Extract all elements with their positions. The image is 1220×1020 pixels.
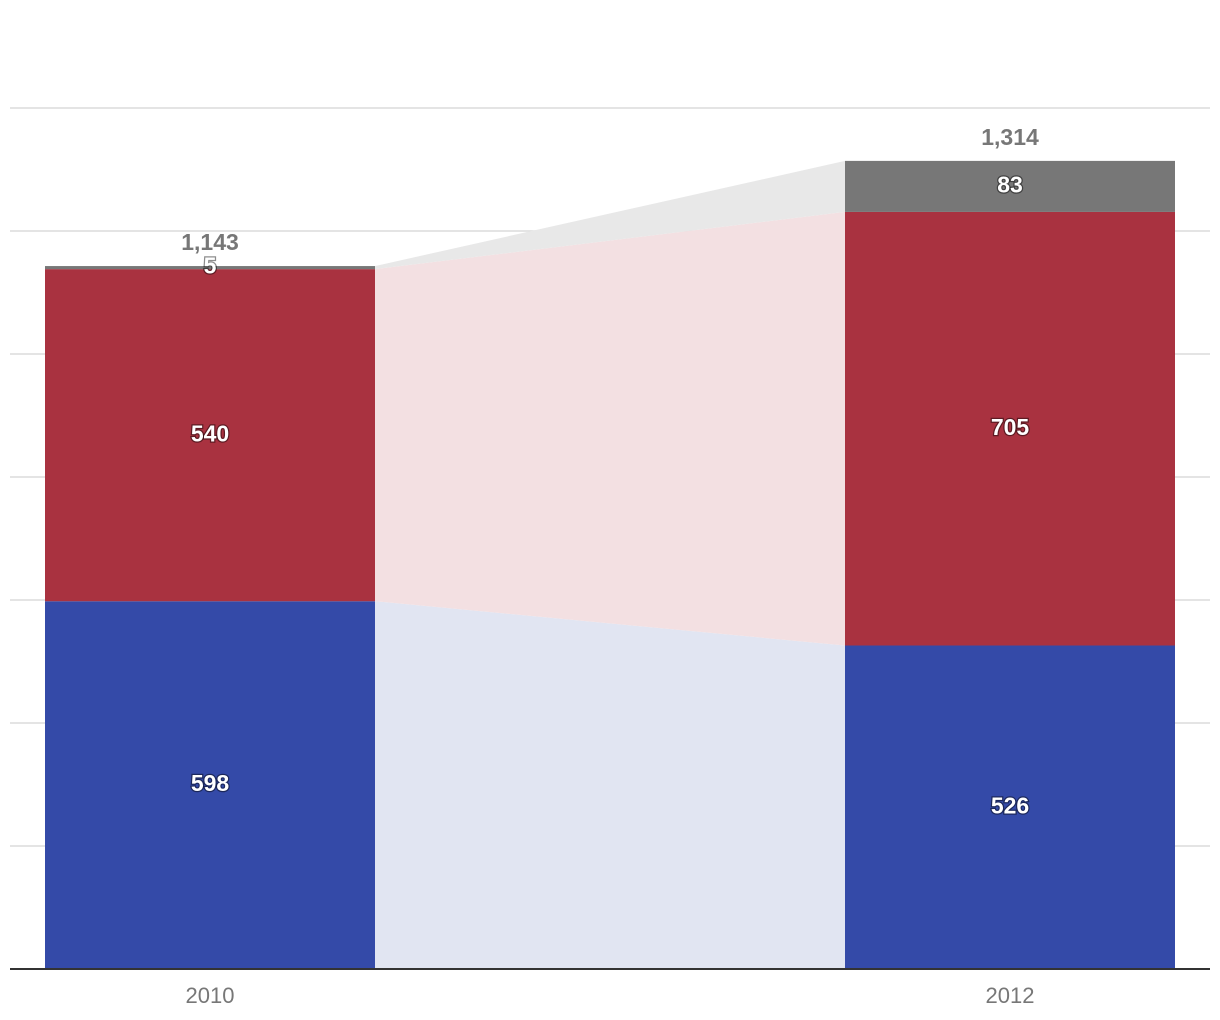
total-value-label: 1,314	[981, 124, 1039, 150]
bar-segment	[45, 266, 375, 270]
segment-value-label: 83	[997, 171, 1023, 197]
bar-segment	[45, 601, 375, 969]
segment-value-label: 5	[204, 253, 217, 279]
bar-segment	[845, 160, 1175, 212]
segment-value-label: 705	[991, 414, 1030, 440]
x-tick-label: 2012	[986, 983, 1035, 1008]
segment-value-label: 526	[991, 792, 1029, 818]
x-axis-ticks: 2010 2012	[186, 983, 1035, 1008]
x-tick-label: 2010	[186, 983, 235, 1008]
data-labels: 598 540 51,143 526 705 83 1,314	[181, 124, 1039, 820]
connector-band	[375, 211, 845, 646]
connector-band	[375, 601, 845, 969]
bar-segment	[845, 211, 1175, 646]
bar-segment	[845, 645, 1175, 969]
total-value-label: 1,143	[181, 229, 239, 255]
connector-bands	[375, 160, 845, 969]
segment-value-label: 540	[191, 420, 229, 446]
segment-value-label: 598	[191, 770, 230, 796]
bars	[45, 160, 1175, 969]
connector-band	[375, 160, 845, 270]
bar-segment	[45, 269, 375, 602]
